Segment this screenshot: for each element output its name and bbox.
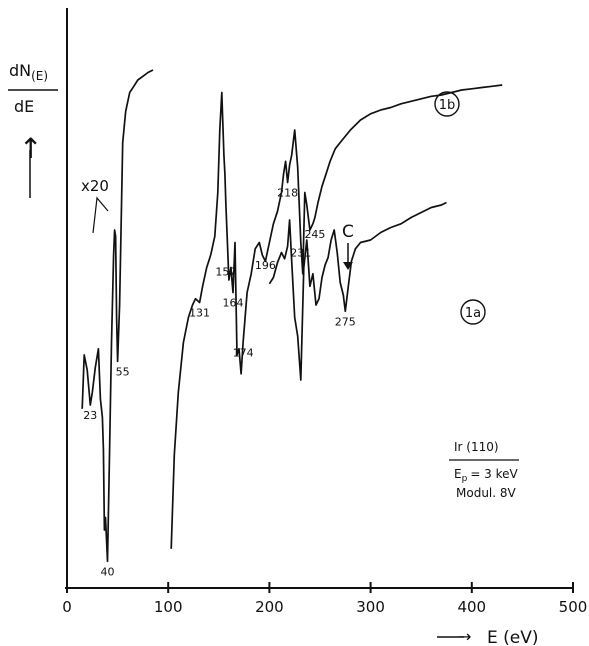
info-sample: Ir (110) bbox=[454, 440, 499, 454]
x-tick-label: 500 bbox=[559, 598, 588, 616]
info-energy-main: E bbox=[454, 467, 462, 481]
ylabel-denominator: dE bbox=[14, 97, 34, 116]
down-arrow-icon bbox=[343, 262, 353, 270]
ylabel-sub: (E) bbox=[31, 69, 48, 83]
series-1b-line bbox=[170, 84, 503, 549]
plot-frame bbox=[65, 8, 573, 589]
peak-label: 231 bbox=[290, 247, 311, 260]
ylabel-up-arrow-icon: ↑ bbox=[19, 132, 42, 165]
x-ticks: 0 100 200 300 400 500 bbox=[62, 582, 587, 616]
x-tick-label: 200 bbox=[255, 598, 284, 616]
magnification-label: x20 bbox=[81, 177, 109, 195]
curves bbox=[81, 69, 503, 563]
peak-label: 196 bbox=[255, 259, 276, 272]
info-box: Ir (110) Ep = 3 keV Modul. 8V bbox=[449, 440, 519, 500]
xlabel-arrow-icon: → bbox=[458, 627, 471, 646]
peak-label: 40 bbox=[100, 565, 114, 578]
x-tick-label: 0 bbox=[62, 598, 72, 616]
info-modulation: Modul. 8V bbox=[456, 486, 517, 500]
svg-text:dN(E): dN(E) bbox=[9, 61, 48, 83]
ylabel-numerator: dN bbox=[9, 61, 31, 80]
peak-label: 23 bbox=[83, 409, 97, 422]
annotation-c-label: C bbox=[342, 222, 354, 242]
series-1a-circle bbox=[460, 299, 486, 325]
peak-labels: 23 40 55 131 157 164 174 196 218 231 245 275 bbox=[83, 187, 356, 579]
magnification-pointer bbox=[92, 196, 109, 234]
info-energy-value: = 3 keV bbox=[470, 467, 518, 481]
y-axis-label: dN(E) dE ↑ bbox=[8, 61, 58, 198]
series-1b-line bbox=[81, 69, 154, 563]
info-energy: Ep = 3 keV bbox=[454, 467, 519, 484]
series-label-1b: 1b bbox=[434, 91, 460, 117]
peak-label: 164 bbox=[222, 297, 243, 310]
peak-label: 131 bbox=[189, 307, 210, 320]
magnification-annotation: x20 bbox=[81, 177, 109, 234]
series-1a-text: 1a bbox=[465, 306, 481, 321]
series-label-1a: 1a bbox=[460, 299, 486, 325]
carbon-annotation: C bbox=[342, 222, 354, 270]
x-tick-label: 100 bbox=[154, 598, 183, 616]
series-1b-text: 1b bbox=[439, 98, 456, 113]
x-tick-label: 300 bbox=[356, 598, 385, 616]
peak-label: 275 bbox=[335, 315, 356, 328]
info-energy-sub: p bbox=[462, 474, 468, 484]
peak-label: 245 bbox=[304, 228, 325, 241]
peak-label: 55 bbox=[116, 365, 130, 378]
series-1a-line bbox=[268, 201, 447, 381]
x-axis-label: → E (eV) bbox=[437, 627, 539, 646]
series-1b-circle bbox=[434, 91, 460, 117]
xlabel-text: E (eV) bbox=[487, 628, 539, 646]
x-tick-label: 400 bbox=[457, 598, 486, 616]
peak-label: 218 bbox=[277, 187, 298, 200]
peak-label: 157 bbox=[215, 265, 236, 278]
peak-label: 174 bbox=[233, 347, 254, 360]
